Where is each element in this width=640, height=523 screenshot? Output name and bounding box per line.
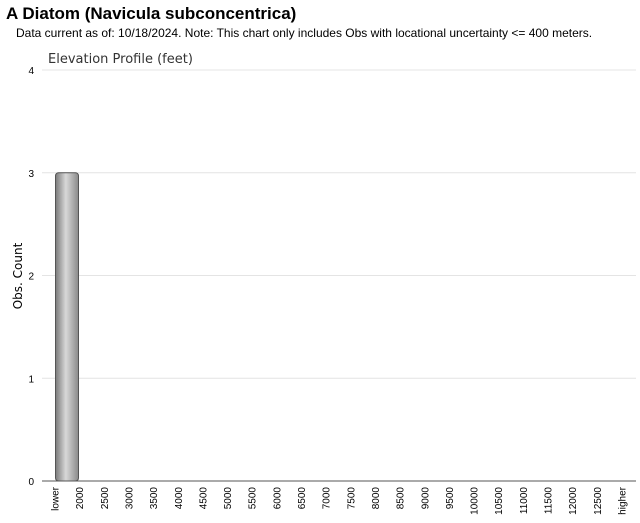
x-tick-label: 6500 [297,487,308,510]
x-tick-label: 12000 [568,487,579,515]
x-tick-label: 11000 [519,487,530,515]
y-tick-label: 1 [28,374,34,385]
x-tick-label: 3000 [124,487,135,510]
x-tick-label: 4500 [198,487,209,510]
page-title: A Diatom (Navicula subconcentrica) [6,4,297,23]
x-tick-label: 10500 [494,487,505,515]
x-tick-label: 4000 [174,487,185,510]
x-tick-label: 6000 [272,487,283,510]
x-tick-label: 9000 [420,487,431,510]
chart-title: Elevation Profile (feet) [48,52,193,67]
x-tick-label: 11500 [544,487,555,515]
x-tick-label: 3500 [149,487,160,510]
x-tick-label: lower [51,486,62,511]
y-tick-label: 3 [28,169,34,180]
x-tick-label: 8000 [371,487,382,510]
x-tick-label: 12500 [593,487,604,515]
x-tick-label: 7500 [346,487,357,510]
x-tick-label: 10000 [470,487,481,515]
x-tick-label: 8500 [396,487,407,510]
x-tick-label: higher [617,486,628,514]
y-tick-label: 0 [28,477,34,488]
y-tick-label: 2 [28,272,34,283]
x-tick-label: 5000 [223,487,234,510]
data-note: Data current as of: 10/18/2024. Note: Th… [16,26,593,40]
x-tick-label: 2000 [75,487,86,510]
y-tick-label: 4 [28,66,34,77]
y-axis-label: Obs. Count [11,242,25,309]
x-tick-label: 2500 [100,487,111,510]
x-tick-label: 5500 [248,487,259,510]
x-tick-label: 7000 [322,487,333,510]
x-tick-label: 9500 [445,487,456,510]
bar-lower[interactable] [55,172,79,482]
